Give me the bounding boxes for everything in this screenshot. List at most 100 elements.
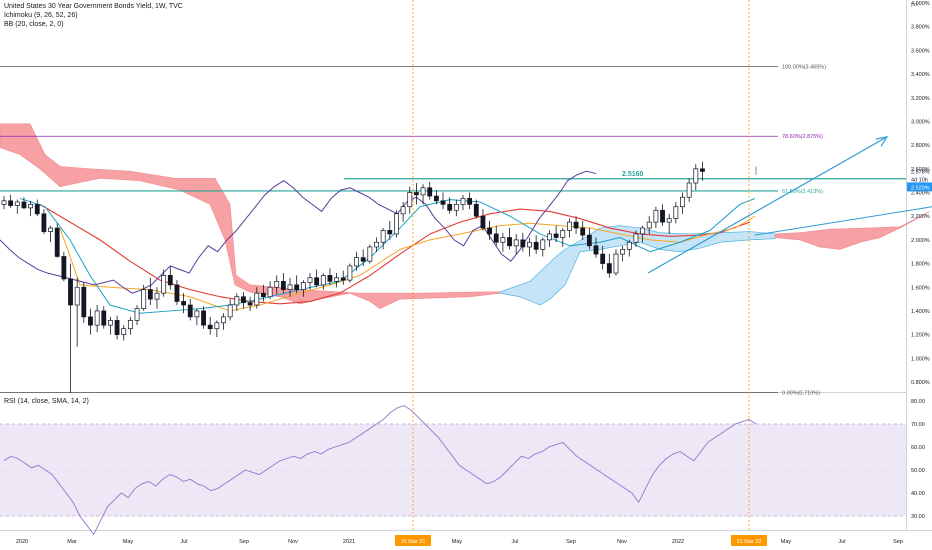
candle-body xyxy=(500,237,506,243)
time-label-11: Nov xyxy=(617,539,627,545)
time-label-2: May xyxy=(123,539,134,545)
candle-body xyxy=(88,316,93,326)
candle-body xyxy=(580,227,586,236)
rsi-legend[interactable]: RSI (14, close, SMA, 14, 2) xyxy=(4,398,89,405)
candle-body xyxy=(606,263,612,274)
candle-body xyxy=(241,296,246,303)
candle-body xyxy=(586,234,592,247)
candle-body xyxy=(640,227,645,235)
candle-body xyxy=(620,249,626,255)
moving-averages xyxy=(19,135,932,314)
rsi-tick-3: 50.00 xyxy=(911,468,925,474)
ichimoku-legend[interactable]: Ichimoku (9, 26, 52, 26) xyxy=(4,12,78,19)
candle-body xyxy=(666,218,672,223)
candle-body xyxy=(407,192,413,208)
candle-body xyxy=(174,284,180,302)
time-label-3: Jul xyxy=(180,539,187,545)
candle-body xyxy=(626,241,632,250)
candle-body xyxy=(108,320,113,326)
rsi-tick-1: 70.00 xyxy=(911,422,925,428)
candle-body xyxy=(593,245,599,255)
time-label-0: 2020 xyxy=(16,539,28,545)
blue-line xyxy=(19,197,756,314)
rsi-tick-4: 40.00 xyxy=(911,491,925,497)
rsi-tick-2: 60.00 xyxy=(911,445,925,451)
candle-body xyxy=(147,289,153,300)
candle-body xyxy=(420,187,426,196)
candle-body xyxy=(380,230,386,243)
candle-body xyxy=(134,308,140,321)
candle-body xyxy=(573,221,579,229)
candle-body xyxy=(440,200,446,205)
candle-body xyxy=(540,239,546,250)
candle-body xyxy=(507,237,512,247)
candle-body xyxy=(547,233,552,241)
candle-body xyxy=(560,230,566,238)
candle-body xyxy=(227,304,233,318)
bear-cloud xyxy=(0,123,501,309)
candle-body xyxy=(280,280,286,290)
candle-body xyxy=(374,241,379,248)
candle-body xyxy=(600,253,606,264)
bollinger-legend[interactable]: BB (20, close, 2, 0) xyxy=(4,21,64,28)
price-tick-9: 2.200% xyxy=(911,214,930,220)
candle-body xyxy=(414,192,419,196)
red-line xyxy=(39,203,751,305)
price-tick-1: 3.800% xyxy=(911,25,930,31)
rsi-tick-0: 80.00 xyxy=(911,399,925,405)
future-cloud xyxy=(774,211,931,250)
candle-body xyxy=(347,265,353,281)
candle-body xyxy=(48,227,53,232)
candle-body xyxy=(680,196,685,208)
ichimoku-cloud xyxy=(0,123,931,309)
time-highlight-13 xyxy=(731,535,767,546)
price-tick-14: 1.200% xyxy=(911,333,930,339)
time-label-12: 2022 xyxy=(672,539,684,545)
candle-body xyxy=(493,233,499,243)
candle-body xyxy=(653,209,659,223)
candle-body xyxy=(74,286,80,306)
rsi-line xyxy=(3,405,757,536)
candle-body xyxy=(314,277,320,286)
candle-body xyxy=(141,289,147,309)
candle-body xyxy=(387,230,393,235)
candle-body xyxy=(254,292,260,306)
candles xyxy=(1,161,705,393)
price-tick-3: 3.400% xyxy=(911,72,930,78)
date-markers xyxy=(412,0,750,531)
trend-line-lower xyxy=(754,206,932,236)
fibonacci-levels: 100.00%(3.465%) 78.60%(2.875%) 61.80%(2.41… xyxy=(0,64,906,397)
candle-body xyxy=(320,275,326,286)
price-badge-1: 4d 10h xyxy=(911,177,928,183)
currency-unit: pct xyxy=(911,2,918,8)
price-tick-10: 2.000% xyxy=(911,238,930,244)
fib-label-2: 61.80%(2.413%) xyxy=(782,189,823,195)
candle-body xyxy=(513,239,519,247)
rsi-series xyxy=(3,405,757,536)
time-axis: 2020 Mar May Jul Sep Nov 2021 15 Mar 21 May Jul Se… xyxy=(16,535,903,546)
chart-title[interactable]: United States 30 Year Government Bonds Y… xyxy=(4,3,183,10)
candle-body xyxy=(400,206,406,215)
candle-body xyxy=(34,203,40,215)
candle-body xyxy=(167,275,173,286)
time-label-4: Sep xyxy=(239,539,249,545)
candle-body xyxy=(221,316,226,324)
candle-body xyxy=(41,213,47,232)
candle-body xyxy=(447,203,453,211)
price-badge-0: 2.578% xyxy=(911,169,930,175)
candle-body xyxy=(700,168,705,172)
candle-body xyxy=(673,206,679,219)
candle-body xyxy=(94,310,100,326)
price-tick-5: 3.000% xyxy=(911,119,930,125)
price-tick-11: 1.800% xyxy=(911,262,930,268)
candle-body xyxy=(247,302,253,306)
price-tick-6: 2.800% xyxy=(911,143,930,149)
candle-body xyxy=(287,284,293,290)
trend-line xyxy=(647,137,886,274)
rsi-tick-5: 30.00 xyxy=(911,514,925,520)
candle-body xyxy=(487,227,492,235)
lagging-line xyxy=(0,170,597,294)
candle-body xyxy=(81,286,87,318)
price-tick-13: 1.400% xyxy=(911,309,930,315)
